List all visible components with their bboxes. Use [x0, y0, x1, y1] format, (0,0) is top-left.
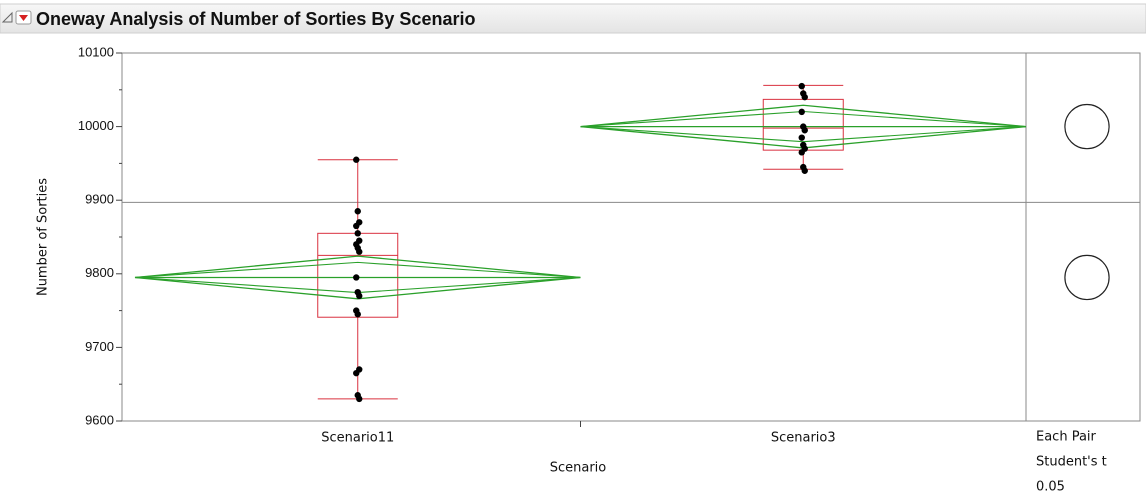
data-point — [798, 149, 805, 156]
comparison-circle — [1064, 254, 1110, 301]
comparison-alpha: 0.05 — [1036, 480, 1065, 495]
y-tick-label: 9900 — [85, 192, 114, 207]
data-point — [801, 127, 808, 134]
report-title: Oneway Analysis of Number of Sorties By … — [36, 9, 475, 29]
data-point — [353, 274, 360, 281]
disclosure-icon[interactable] — [1, 11, 13, 23]
comparison-label: Each Pair — [1036, 430, 1097, 445]
data-point — [353, 156, 360, 163]
y-tick-label: 9800 — [85, 265, 114, 280]
data-point — [354, 311, 361, 318]
y-tick-label: 9600 — [85, 412, 114, 427]
data-point — [354, 230, 361, 237]
y-axis-label: Number of Sorties — [36, 178, 51, 296]
data-point — [356, 292, 363, 300]
data-point — [798, 134, 805, 141]
menu-arrow — [19, 15, 28, 21]
data-point — [353, 369, 360, 377]
data-point — [798, 82, 805, 90]
header-bar — [0, 3, 1146, 34]
comparison-circle — [1064, 103, 1110, 150]
data-point — [356, 395, 363, 403]
data-point — [353, 222, 360, 230]
comparison-label: Student's t — [1036, 455, 1107, 470]
circles-frame — [1025, 52, 1141, 422]
data-point — [798, 108, 805, 116]
x-tick-label: Scenario3 — [771, 431, 836, 446]
x-axis-label: Scenario — [550, 461, 607, 476]
data-point — [801, 93, 808, 101]
plot-frame — [121, 52, 1027, 422]
data-point — [356, 248, 363, 255]
y-tick-label: 10100 — [78, 44, 114, 59]
data-point — [801, 167, 808, 174]
y-tick-label: 10000 — [78, 118, 114, 133]
data-point — [354, 208, 361, 215]
y-tick-label: 9700 — [85, 339, 114, 354]
x-tick-label: Scenario11 — [321, 431, 394, 446]
